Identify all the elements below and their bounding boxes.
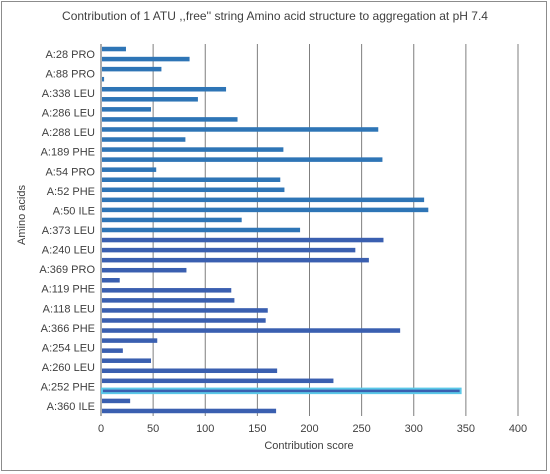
bar xyxy=(102,86,227,92)
bar xyxy=(102,197,425,203)
bar xyxy=(102,76,105,82)
bar xyxy=(102,127,379,132)
chart-title: Contribution of 1 ATU ,,free'' string Am… xyxy=(62,9,488,23)
y-tick-label: A:288 LEU xyxy=(42,127,95,139)
bar xyxy=(102,278,120,283)
y-tick-label: A:254 LEU xyxy=(42,342,95,354)
bar xyxy=(102,378,334,384)
bar xyxy=(102,408,277,414)
bar xyxy=(102,207,429,213)
bar xyxy=(102,137,186,142)
y-tick-label: A:369 PRO xyxy=(39,264,95,276)
bar xyxy=(102,66,162,72)
y-tick-label: A:252 PHE xyxy=(41,382,95,394)
x-axis-title: Contribution score xyxy=(264,440,353,452)
x-tick-label: 350 xyxy=(457,423,475,435)
y-tick-label: A:286 LEU xyxy=(42,108,95,120)
bar xyxy=(102,157,383,162)
bar xyxy=(102,147,284,152)
bar xyxy=(102,358,151,363)
y-tick-label: A:338 LEU xyxy=(42,88,95,100)
bar xyxy=(102,177,281,182)
x-tick-label: 100 xyxy=(196,423,214,435)
bar xyxy=(102,217,242,223)
y-tick-label: A:119 PHE xyxy=(41,284,95,296)
y-tick-label: A:189 PHE xyxy=(41,147,95,159)
x-tick-label: 300 xyxy=(405,423,423,435)
x-tick-label: 150 xyxy=(248,423,266,435)
bar xyxy=(102,338,158,343)
y-tick-label: A:28 PRO xyxy=(45,49,95,61)
bars xyxy=(101,46,462,414)
bar xyxy=(102,167,157,172)
bar xyxy=(102,56,190,62)
bar xyxy=(102,257,369,263)
y-tick-label: A:118 LEU xyxy=(43,303,95,315)
y-tick-label: A:360 ILE xyxy=(47,401,95,413)
bar xyxy=(102,288,232,293)
x-tick-label: 400 xyxy=(509,423,527,435)
bar xyxy=(102,227,301,233)
y-tick-label: A:50 ILE xyxy=(53,205,95,217)
y-tick-label: A:52 PHE xyxy=(47,186,95,198)
bar xyxy=(102,107,151,112)
y-tick-label: A:54 PRO xyxy=(45,166,95,178)
bar xyxy=(102,328,401,333)
bar xyxy=(102,97,198,102)
x-tick-label: 200 xyxy=(300,423,318,435)
bar xyxy=(102,187,285,193)
y-axis-title: Amino acids xyxy=(16,185,28,245)
x-tick-label: 50 xyxy=(147,423,159,435)
bar xyxy=(102,117,238,122)
bar xyxy=(102,247,356,253)
y-tick-label: A:373 LEU xyxy=(42,225,95,237)
bar xyxy=(102,308,268,313)
y-tick-label: A:366 PHE xyxy=(41,323,95,335)
x-tick-label: 0 xyxy=(98,423,104,435)
y-tick-label: A:260 LEU xyxy=(42,362,95,374)
bar xyxy=(102,237,384,243)
y-tick-label: A:240 LEU xyxy=(42,245,95,257)
bar xyxy=(102,267,187,273)
bar xyxy=(102,368,278,374)
x-tick-labels: 0 50 100 150 200 250 300 350 400 xyxy=(98,423,527,435)
bar xyxy=(101,387,462,395)
bar xyxy=(102,318,266,323)
x-tick-label: 250 xyxy=(352,423,370,435)
y-tick-labels: A:28 PRO A:88 PRO A:338 LEU A:286 LEU A:288 … xyxy=(39,49,95,413)
y-tick-label: A:88 PRO xyxy=(45,68,95,80)
bar xyxy=(102,46,126,52)
bar xyxy=(102,298,235,303)
bar xyxy=(102,348,123,353)
bar xyxy=(102,398,131,404)
